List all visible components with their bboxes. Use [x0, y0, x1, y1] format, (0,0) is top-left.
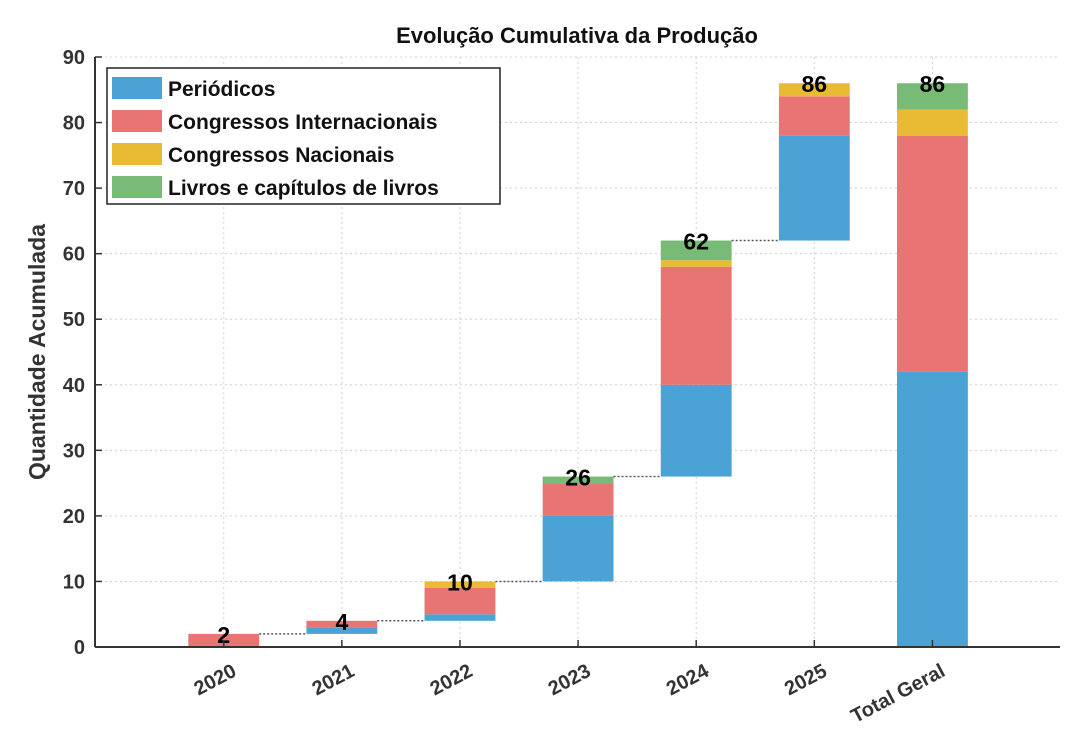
bar-segment: [660, 240, 732, 261]
y-tick-label: 30: [63, 440, 85, 462]
total-label: 86: [802, 71, 828, 97]
y-tick-label: 70: [63, 178, 85, 200]
chart-title: Evolução Cumulativa da Produção: [396, 23, 758, 48]
legend-swatch: [112, 143, 162, 165]
bar-segment: [306, 627, 378, 634]
total-label: 26: [565, 465, 591, 491]
total-label: 4: [335, 609, 348, 635]
y-tick-label: 50: [63, 309, 85, 331]
bar-segment: [542, 476, 614, 484]
legend-label: Congressos Nacionais: [168, 144, 394, 167]
y-tick-label: 0: [74, 637, 85, 659]
x-tick-label: 2023: [545, 660, 595, 700]
x-tick-label: 2024: [663, 660, 713, 701]
legend-label: Livros e capítulos de livros: [168, 177, 439, 200]
total-labels: 2 4 10 26 62 86 86: [217, 71, 945, 648]
bar-segment: [897, 135, 968, 372]
total-label: 86: [920, 71, 946, 97]
total-label: 2: [217, 622, 230, 648]
bar-segment: [660, 266, 732, 385]
x-tick-label: 2025: [781, 660, 831, 700]
bar-segment: [424, 614, 496, 621]
x-tick-label: 2022: [427, 660, 477, 700]
bar-segment: [660, 384, 732, 477]
legend-swatch: [112, 110, 162, 132]
bar-segment: [306, 620, 378, 628]
bar-segment: [897, 83, 968, 110]
y-tick-label: 90: [63, 47, 85, 69]
y-tick-label: 20: [63, 506, 85, 528]
y-tick-label: 60: [63, 244, 85, 266]
bar-segment: [424, 581, 496, 588]
total-label: 10: [447, 569, 473, 595]
y-axis-label: Quantidade Acumulada: [24, 224, 50, 480]
legend: Periódicos Congressos Internacionais Congr…: [106, 67, 501, 205]
x-tick-label: 2020: [190, 660, 240, 700]
bar-segment: [542, 515, 614, 582]
y-tick-label: 80: [63, 113, 85, 135]
total-label: 62: [683, 229, 709, 255]
y-tick-label: 10: [63, 571, 85, 593]
bar-segment: [778, 83, 850, 97]
bar-segment: [542, 483, 614, 516]
bar-segment: [778, 96, 850, 136]
x-tick-label: 2021: [309, 660, 359, 700]
legend-label: Periódicos: [168, 78, 275, 101]
bar-segment: [778, 135, 850, 241]
legend-label: Congressos Internacionais: [168, 111, 438, 134]
x-tick-label: Total Geral: [848, 660, 949, 728]
bar-segment: [897, 371, 968, 647]
bar-segment: [424, 588, 496, 615]
y-tick-label: 40: [63, 375, 85, 397]
bar-segment: [897, 109, 968, 136]
bars: [188, 83, 968, 647]
legend-box: [106, 67, 501, 205]
legend-swatch: [112, 77, 162, 99]
legend-swatch: [112, 176, 162, 198]
bar-segment: [660, 260, 732, 267]
